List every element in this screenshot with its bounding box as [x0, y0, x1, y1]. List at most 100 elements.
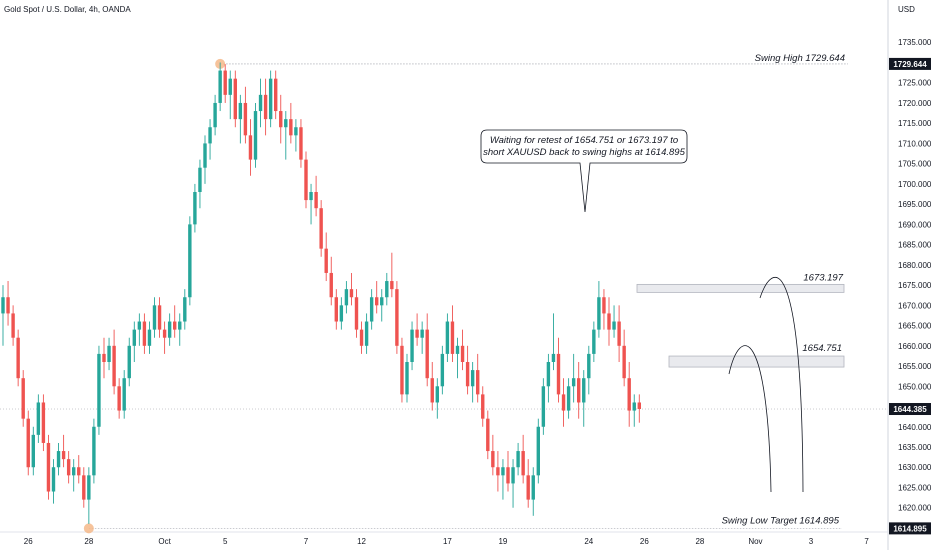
callout-text-line-1: Waiting for retest of 1654.751 or 1673.1… — [490, 135, 678, 146]
candle-down — [481, 394, 485, 419]
candle-down — [319, 208, 323, 249]
candle-up — [36, 402, 41, 435]
candle-up — [380, 297, 384, 306]
price-axis[interactable]: 1620.000 1625.000 1630.000 1635.000 1640.000… — [898, 38, 932, 512]
candle-up — [531, 475, 535, 500]
x-tick-label: 3 — [809, 537, 814, 546]
callout-bubble — [480, 129, 688, 213]
candle-down — [577, 378, 581, 403]
candle-up — [258, 94, 263, 112]
candle-down — [450, 321, 455, 354]
y-tick-label: 1700.000 — [898, 180, 932, 189]
price-tag-label: 1614.895 — [893, 524, 927, 533]
candle-up — [147, 329, 152, 346]
zone-upper-rect — [636, 283, 845, 293]
y-tick-label: 1660.000 — [898, 342, 932, 351]
candle-down — [314, 192, 318, 209]
y-tick-label: 1665.000 — [898, 322, 932, 331]
candle-up — [582, 378, 586, 403]
y-tick-label: 1720.000 — [898, 99, 932, 108]
candle-up — [253, 111, 258, 160]
candle-up — [122, 378, 126, 411]
swing-low-label: Swing Low Target 1614.895 — [722, 515, 840, 526]
candle-up — [178, 321, 182, 330]
y-tick-label: 1620.000 — [898, 504, 932, 513]
candle-up — [364, 321, 369, 346]
candle-down — [142, 321, 147, 346]
candle-up — [420, 329, 424, 338]
callout-box[interactable]: Waiting for retest of 1654.751 or 1673.1… — [480, 129, 688, 213]
candle-up — [445, 321, 450, 354]
x-tick-label: 5 — [223, 537, 228, 546]
swing-low-marker — [83, 523, 94, 534]
candle-down — [82, 475, 86, 500]
zone-lower-label: 1654.751 — [802, 343, 842, 354]
candle-down — [61, 451, 66, 460]
candle-down — [248, 135, 253, 160]
candle-up — [137, 321, 142, 330]
y-tick-label: 1630.000 — [898, 463, 932, 472]
swing-high-label: Swing High 1729.644 — [755, 53, 845, 64]
candle-up — [183, 297, 187, 322]
candle-up — [193, 192, 197, 225]
candle-down — [425, 329, 429, 379]
candle-down — [415, 329, 419, 338]
candle-down — [491, 451, 495, 468]
y-tick-label: 1725.000 — [898, 79, 932, 88]
x-tick-label: Oct — [158, 537, 171, 546]
candle-up — [309, 192, 313, 201]
candle-up — [268, 78, 273, 120]
candle-down — [162, 329, 167, 338]
y-tick-label: 1715.000 — [898, 119, 932, 128]
candle-down — [637, 402, 641, 410]
candle-up — [385, 281, 389, 298]
candle-up — [546, 362, 551, 387]
y-tick-label: 1655.000 — [898, 362, 932, 371]
candle-down — [506, 467, 510, 484]
candle-up — [435, 386, 439, 403]
x-tick-label: 28 — [84, 537, 93, 546]
candle-down — [465, 362, 470, 387]
candle-up — [92, 426, 96, 476]
candle-down — [349, 289, 354, 298]
candle-up — [188, 224, 192, 298]
candle-up — [344, 289, 349, 306]
candle-down — [400, 345, 404, 395]
price-tag-bg — [889, 57, 931, 70]
level-lines — [0, 58, 888, 534]
candle-up — [551, 353, 556, 362]
candle-down — [66, 459, 71, 476]
candle-down — [430, 378, 434, 403]
price-tag-label: 1729.644 — [893, 60, 927, 69]
candle-down — [289, 119, 293, 136]
candle-down — [117, 386, 121, 411]
time-axis[interactable]: 26 28 Oct 5 7 12 17 19 24 26 28 Nov 3 7 — [24, 537, 870, 546]
candle-down — [77, 467, 81, 476]
candle-up — [470, 370, 475, 387]
candle-down — [476, 370, 480, 395]
candle-down — [460, 345, 465, 362]
resistance-zones[interactable] — [636, 283, 845, 368]
x-tick-label: 7 — [304, 537, 309, 546]
candle-up — [455, 345, 460, 354]
price-tag-bg — [889, 403, 931, 416]
candle-up — [56, 451, 61, 468]
candle-up — [511, 467, 515, 484]
candle-up — [152, 305, 157, 330]
candlesticks — [1, 62, 641, 524]
y-tick-label: 1695.000 — [898, 200, 932, 209]
candle-up — [87, 475, 91, 500]
candle-up — [72, 467, 76, 476]
y-tick-label: 1640.000 — [898, 423, 932, 432]
candle-up — [632, 402, 636, 411]
y-tick-label: 1650.000 — [898, 382, 932, 391]
candle-down — [21, 378, 25, 419]
candle-down — [486, 418, 490, 452]
candle-down — [354, 297, 359, 330]
candle-down — [279, 111, 283, 128]
y-tick-label: 1625.000 — [898, 483, 932, 492]
x-tick-label: 17 — [443, 537, 452, 546]
candle-down — [112, 345, 116, 387]
